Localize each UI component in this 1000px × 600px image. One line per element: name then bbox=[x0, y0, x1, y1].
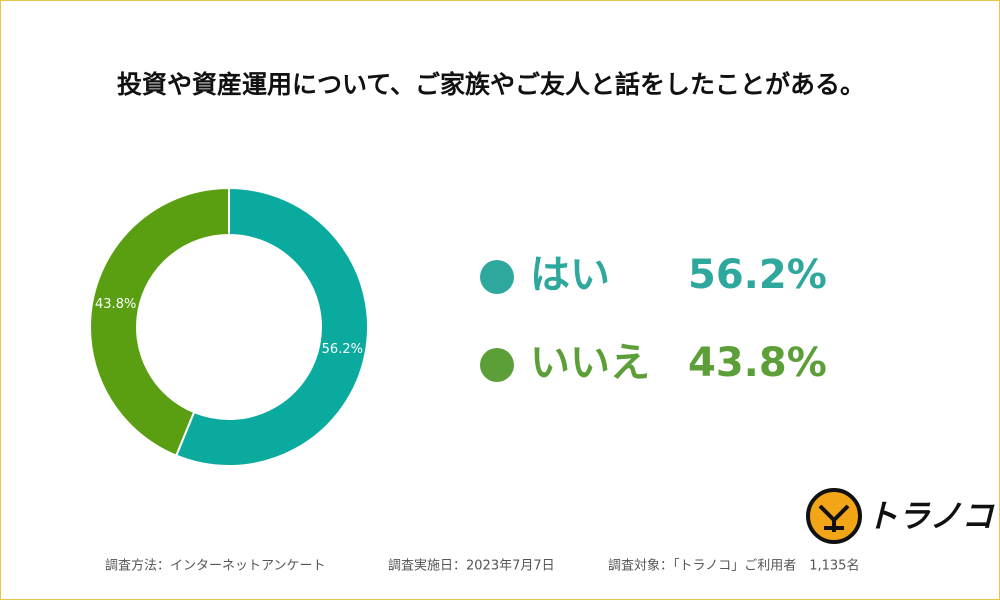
legend-marker bbox=[480, 348, 514, 382]
legend-marker bbox=[480, 260, 514, 294]
donut-slice bbox=[89, 186, 230, 457]
logo-text: トラノコ bbox=[866, 497, 995, 535]
logo-icon bbox=[806, 488, 862, 544]
legend-label: いいえ bbox=[530, 340, 650, 386]
logo: トラノコ bbox=[806, 488, 995, 544]
chart-title: 投資や資産運用について、ご家族やご友人と話をしたことがある。 bbox=[117, 70, 865, 99]
logo-icon-detail bbox=[818, 504, 850, 532]
legend-value: 56.2% bbox=[688, 252, 827, 298]
footnote: 調査実施日：2023年7月7日 bbox=[388, 558, 555, 574]
footnote: 調査対象：「トラノコ」ご利用者 1,135名 bbox=[608, 558, 859, 574]
donut-slice bbox=[174, 186, 369, 467]
footnote: 調査方法：インターネットアンケート bbox=[105, 558, 325, 574]
legend-label: はい bbox=[530, 252, 610, 298]
legend-value: 43.8% bbox=[688, 340, 827, 386]
data-label: 56.2% bbox=[322, 342, 363, 357]
footer: 調査方法：インターネットアンケート 調査実施日：2023年7月7日 調査対象：「… bbox=[105, 558, 859, 574]
data-label: 43.8% bbox=[95, 297, 136, 312]
